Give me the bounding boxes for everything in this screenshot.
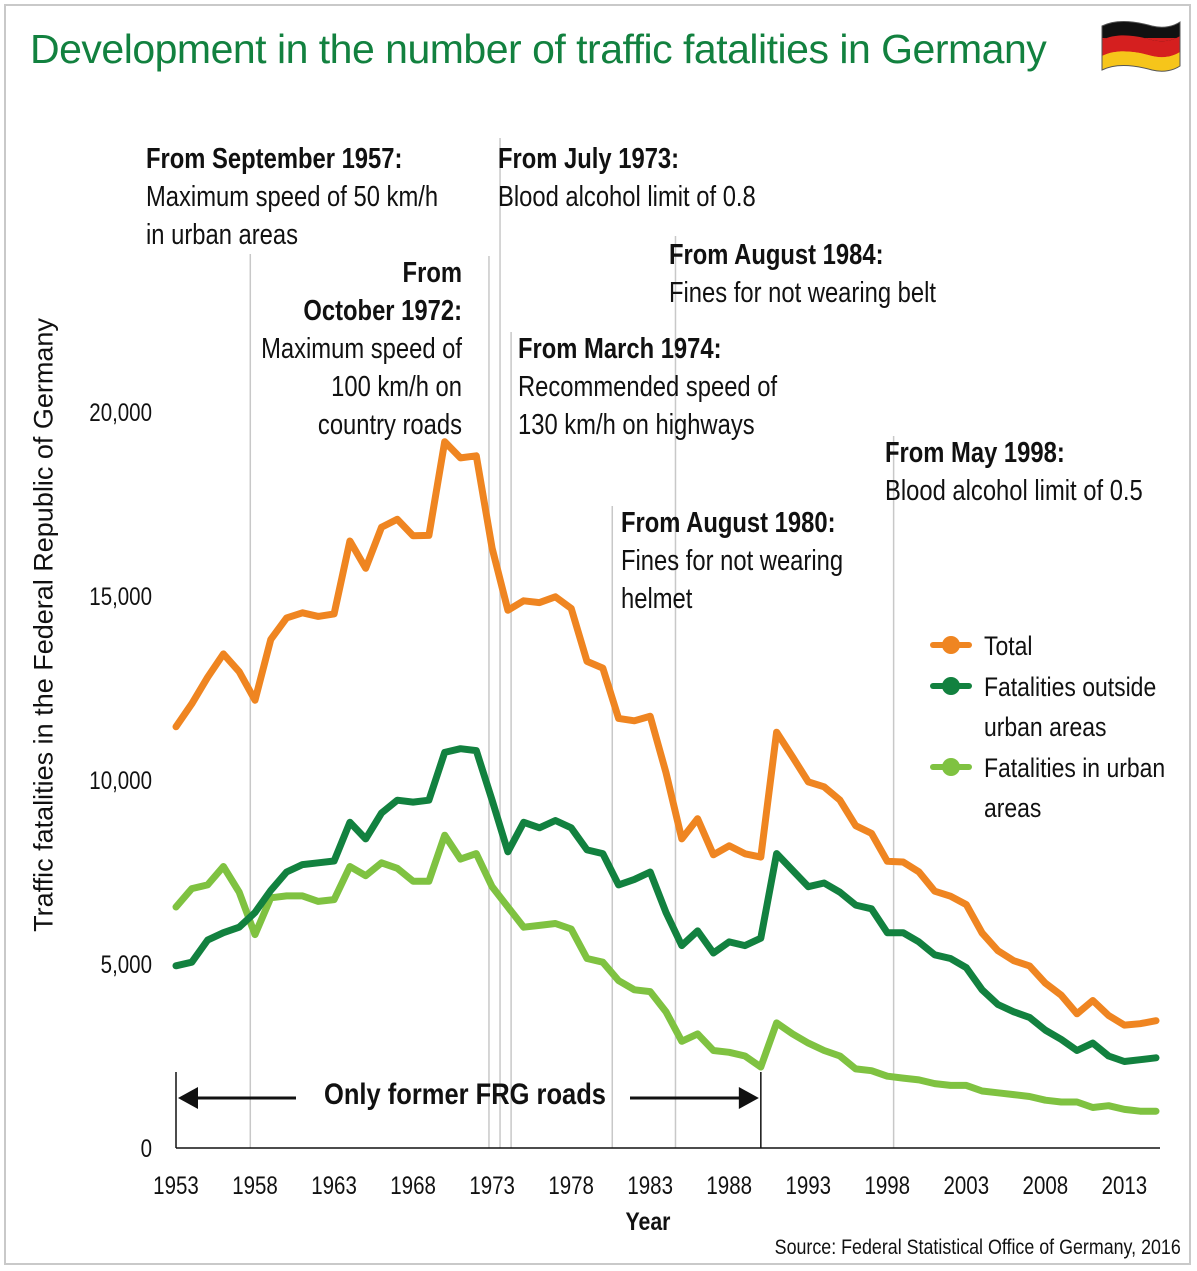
annotation-heading: From July 1973:	[498, 143, 680, 175]
x-tick-label: 1988	[706, 1171, 752, 1199]
annotation-line: country roads	[317, 409, 462, 441]
annotation-1998: From May 1998: Blood alcohol limit of 0.…	[885, 434, 1143, 510]
chart-title: Development in the number of traffic fat…	[30, 26, 1047, 72]
x-tick-label: 2008	[1023, 1171, 1069, 1199]
annotation-line: Fines for not wearing	[621, 545, 844, 577]
legend-marker-urban	[942, 758, 960, 776]
german-flag-icon	[1101, 20, 1181, 72]
annotation-line: Maximum speed of 50 km/h	[146, 181, 439, 213]
annotation-line: in urban areas	[146, 219, 299, 251]
annotation-1973: From July 1973: Blood alcohol limit of 0…	[498, 140, 756, 216]
x-tick-label: 1953	[153, 1171, 199, 1199]
annotation-1972: From October 1972: Maximum speed of 100 …	[261, 254, 462, 444]
annotation-heading: From	[402, 257, 462, 289]
annotation-1980: From August 1980: Fines for not wearing …	[621, 504, 843, 618]
annotation-line: helmet	[621, 583, 693, 615]
series-line-outside-urban	[172, 745, 1160, 1065]
legend-marker-outside	[942, 677, 960, 695]
x-tick-label: 1978	[548, 1171, 594, 1199]
annotation-heading: From August 1984:	[669, 239, 884, 271]
x-tick-label: 2013	[1102, 1171, 1148, 1199]
y-axis-label: Traffic fatalities in the Federal Republ…	[28, 318, 59, 932]
y-tick-label: 10,000	[89, 766, 152, 794]
annotation-line: Maximum speed of	[261, 333, 462, 365]
annotation-heading: From March 1974:	[518, 333, 722, 365]
x-tick-label: 2003	[944, 1171, 990, 1199]
x-tick-label: 1993	[785, 1171, 831, 1199]
frg-arrows	[175, 1072, 762, 1148]
annotation-line: Recommended speed of	[518, 371, 778, 403]
annotation-line: Blood alcohol limit of 0.8	[498, 181, 756, 213]
annotation-line: 130 km/h on highways	[518, 409, 755, 441]
annotation-heading: From September 1957:	[146, 143, 403, 175]
x-tick-label: 1958	[232, 1171, 278, 1199]
legend-label: Fatalities outside urban areas	[984, 672, 1157, 742]
x-tick-label: 1998	[864, 1171, 910, 1199]
annotation-1984: From August 1984: Fines for not wearing …	[669, 236, 936, 312]
series-line-urban	[172, 831, 1160, 1115]
source-note: Source: Federal Statistical Office of Ge…	[774, 1236, 1181, 1259]
y-tick-label: 20,000	[89, 398, 152, 426]
legend-marker-total	[942, 636, 960, 654]
annotation-line: 100 km/h on	[331, 371, 462, 403]
axes: 1953 1958 1963 1968 1973 1978 1983 1988 1993 1998…	[89, 398, 1160, 1199]
legend-label: Total	[984, 631, 1033, 661]
x-tick-label: 1973	[469, 1171, 515, 1199]
x-tick-label: 1968	[390, 1171, 436, 1199]
annotation-line: Blood alcohol limit of 0.5	[885, 475, 1143, 507]
x-tick-label: 1983	[627, 1171, 673, 1199]
annotation-heading: From August 1980:	[621, 507, 836, 539]
event-lines	[249, 138, 895, 1148]
frg-arrow-left-head	[178, 1087, 198, 1109]
series-line-total	[172, 438, 1160, 1029]
x-tick-label: 1963	[311, 1171, 357, 1199]
annotation-1974: From March 1974: Recommended speed of 13…	[518, 330, 777, 444]
frg-roads-label: Only former FRG roads	[324, 1078, 606, 1111]
frg-arrow-right-head	[738, 1087, 759, 1109]
y-tick-label: 0	[141, 1134, 152, 1162]
chart-frame	[4, 4, 1191, 1265]
annotation-line: Fines for not wearing belt	[669, 277, 937, 309]
legend-label: Fatalities in urban areas	[984, 753, 1166, 823]
y-tick-label: 5,000	[101, 950, 152, 978]
annotation-heading: From May 1998:	[885, 437, 1065, 469]
annotation-1957: From September 1957: Maximum speed of 50…	[146, 140, 438, 254]
annotation-heading: October 1972:	[303, 295, 462, 327]
series-layer	[172, 438, 1160, 1115]
y-tick-label: 15,000	[89, 582, 152, 610]
x-axis-label: Year	[625, 1208, 671, 1236]
